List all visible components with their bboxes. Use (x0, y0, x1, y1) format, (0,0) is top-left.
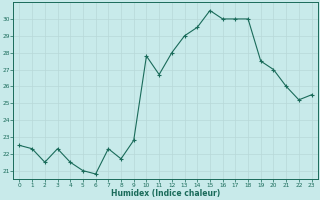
X-axis label: Humidex (Indice chaleur): Humidex (Indice chaleur) (111, 189, 220, 198)
